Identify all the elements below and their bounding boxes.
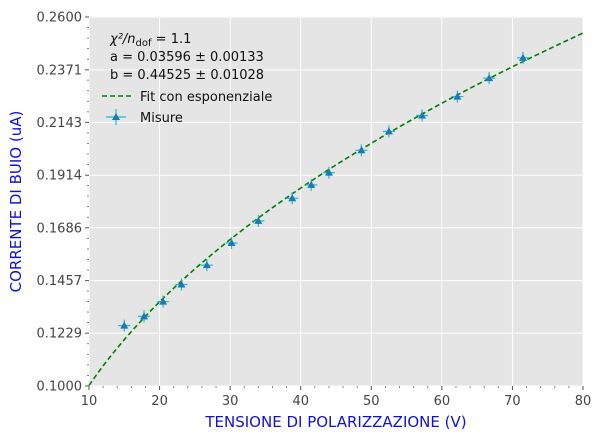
x-tick-label: 20: [151, 394, 168, 409]
measure-marker: [357, 146, 366, 154]
measure-point: [225, 237, 238, 250]
measure-marker: [254, 216, 263, 224]
measure-point: [451, 90, 464, 103]
measure-point: [118, 319, 131, 332]
grid: [88, 16, 584, 387]
measure-point: [138, 310, 151, 323]
fit-curve: [88, 32, 584, 386]
chi-square-subscript: dof: [136, 38, 152, 49]
measure-point: [322, 166, 335, 179]
chi-square-value: = 1.1: [152, 32, 192, 47]
measure-point: [305, 178, 318, 191]
measure-marker: [307, 180, 316, 188]
y-tick-label: 0.2371: [37, 63, 83, 78]
measure-point: [175, 278, 188, 291]
chi-square-symbol: χ²/n: [109, 32, 136, 47]
measure-point: [416, 109, 429, 122]
x-tick-label: 80: [575, 394, 592, 409]
measure-point: [252, 214, 265, 227]
measure-marker: [159, 297, 168, 305]
plot-background: [89, 17, 583, 386]
legend-measure-swatch: [106, 109, 126, 125]
measure-point: [286, 192, 299, 205]
y-tick-label: 0.2600: [37, 11, 83, 26]
measure-marker: [418, 111, 427, 119]
measure-point: [157, 295, 170, 308]
y-tick-label: 0.2143: [37, 116, 83, 131]
measure-point: [200, 259, 213, 272]
measure-marker: [177, 280, 186, 288]
measure-marker: [140, 312, 149, 320]
measure-marker: [227, 239, 236, 247]
param-a-label: a = 0.03596 ± 0.00133: [110, 50, 264, 65]
measure-marker: [384, 127, 393, 135]
x-axis-label: TENSIONE DI POLARIZZAZIONE (V): [204, 413, 466, 431]
measure-point: [483, 72, 496, 85]
y-tick-label: 0.1229: [37, 327, 83, 342]
y-tick-label: 0.1457: [37, 274, 83, 289]
measure-marker: [324, 168, 333, 176]
x-tick-label: 40: [292, 394, 309, 409]
chi-square-label: χ²/ndof = 1.1: [109, 32, 191, 49]
y-tick-label: 0.1686: [37, 221, 83, 236]
measure-marker: [453, 92, 462, 100]
x-tick-labels: 10 20 30 40 50 60 70 80: [81, 394, 592, 409]
measure-point: [355, 144, 368, 157]
param-b-label: b = 0.44525 ± 0.01028: [110, 68, 264, 83]
y-tick-label: 0.1914: [37, 169, 83, 184]
measure-point: [517, 51, 530, 64]
measure-marker: [288, 194, 297, 202]
measure-marker: [485, 74, 494, 82]
legend-fit-label: Fit con esponenziale: [140, 90, 272, 105]
measure-marker: [519, 53, 528, 61]
x-tick-label: 30: [222, 394, 239, 409]
legend-measure-label: Misure: [140, 111, 183, 126]
y-tick-label: 0.1000: [37, 380, 83, 395]
x-tick-label: 50: [363, 394, 380, 409]
legend: χ²/ndof = 1.1 a = 0.03596 ± 0.00133 b = …: [102, 32, 272, 126]
x-tick-label: 60: [434, 394, 451, 409]
fit-layer: [88, 32, 584, 386]
measure-marker: [120, 321, 129, 329]
x-tick-label: 70: [504, 394, 521, 409]
y-axis-label: CORRENTE DI BUIO (uA): [7, 111, 25, 293]
x-tick-label: 10: [81, 394, 98, 409]
minor-ticks: [85, 16, 584, 390]
measure-point: [382, 125, 395, 138]
y-tick-labels: 0.1000 0.1229 0.1457 0.1686 0.1914 0.2143 0.23…: [37, 11, 83, 395]
points-layer: [118, 51, 530, 332]
measure-marker: [202, 261, 211, 269]
